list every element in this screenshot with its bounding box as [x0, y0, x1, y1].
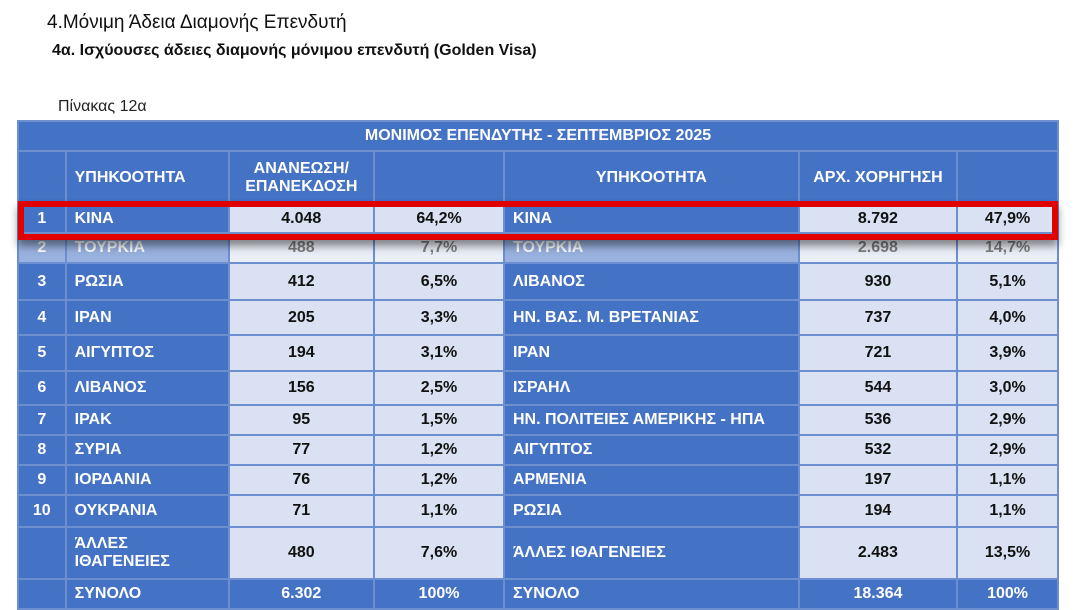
renewal-count: 412	[227, 262, 376, 301]
initial-percent: 1,1%	[956, 494, 1059, 528]
table-caption: Πίνακας 12α	[58, 98, 147, 115]
section-heading: 4.Μόνιμη Άδεια Διαμονής Επενδυτή	[47, 12, 347, 33]
initial-percent: 1,1%	[956, 464, 1059, 496]
renewal-percent: 3,3%	[373, 299, 505, 336]
header-nationality-renewal: ΥΠΗΚΟΟΤΗΤΑ	[64, 150, 230, 205]
renewal-count: 156	[227, 370, 376, 406]
highlight-box	[18, 201, 1058, 240]
rank: 7	[17, 404, 67, 436]
rank: 6	[17, 370, 67, 406]
header-renewal: ΑΝΑΝΕΩΣΗ/ΕΠΑΝΕΚΔΟΣΗ	[227, 150, 376, 205]
others-line2: ΙΘΑΓΕΝΕΙΕΣ	[74, 553, 170, 570]
nationality-initial: ΑΙΓΥΠΤΟΣ	[502, 434, 800, 466]
total-initial: 18.364	[797, 578, 959, 610]
renewal-percent: 1,1%	[373, 494, 505, 528]
nationality-initial: ΆΛΛΕΣ ΙΘΑΓΕΝΕΙΕΣ	[502, 526, 800, 580]
initial-percent: 2,9%	[956, 404, 1059, 436]
initial-count: 536	[797, 404, 959, 436]
initial-percent: 4,0%	[956, 299, 1059, 336]
nationality-initial: ΙΡΑΝ	[502, 334, 800, 372]
renewal-percent: 6,5%	[373, 262, 505, 301]
total-renewal: 6.302	[227, 578, 376, 610]
rank: 4	[17, 299, 67, 336]
rank: 1	[17, 203, 67, 234]
initial-count: 721	[797, 334, 959, 372]
nationality: ΣΥΡΙΑ	[64, 434, 230, 466]
table-row: 6 ΛΙΒΑΝΟΣ 156 2,5% ΙΣΡΑΗΛ 544 3,0%	[17, 370, 1059, 406]
renewal-percent: 3,1%	[373, 334, 505, 372]
initial-percent: 5,1%	[956, 262, 1059, 301]
nationality: ΙΡΑΚ	[64, 404, 230, 436]
renewal-count: 205	[227, 299, 376, 336]
rank: 8	[17, 434, 67, 466]
header-nationality-initial: ΥΠΗΚΟΟΤΗΤΑ	[502, 150, 800, 205]
header-renewal-line1: ΑΝΑΝΕΩΣΗ/	[253, 159, 349, 177]
subsection-heading: 4α. Ισχύουσες άδειες διαμονής μόνιμου επ…	[52, 42, 537, 59]
table-row: 10 ΟΥΚΡΑΝΙΑ 71 1,1% ΡΩΣΙΑ 194 1,1%	[17, 494, 1059, 528]
total-row: ΣΥΝΟΛΟ 6.302 100% ΣΥΝΟΛΟ 18.364 100%	[17, 578, 1059, 610]
header-initial-grant: ΑΡΧ. ΧΟΡΗΓΗΣΗ	[797, 150, 959, 205]
renewal-count: 194	[227, 334, 376, 372]
renewal-count: 76	[227, 464, 376, 496]
header-renewal-line2: ΕΠΑΝΕΚΔΟΣΗ	[245, 177, 358, 195]
renewal-percent: 1,2%	[373, 464, 505, 496]
nationality-initial: ΡΩΣΙΑ	[502, 494, 800, 528]
initial-count: 197	[797, 464, 959, 496]
initial-percent: 47,9%	[956, 203, 1059, 234]
nationality-initial: ΗΝ. ΒΑΣ. Μ. ΒΡΕΤΑΝΙΑΣ	[502, 299, 800, 336]
nationality-initial: ΗΝ. ΠΟΛΙΤΕΙΕΣ ΑΜΕΡΙΚΗΣ - ΗΠΑ	[502, 404, 800, 436]
nationality-initial: ΑΡΜΕΝΙΑ	[502, 464, 800, 496]
nationality: ΡΩΣΙΑ	[64, 262, 230, 301]
table-title: ΜΟΝΙΜΟΣ ΕΠΕΝΔΥΤΗΣ - ΣΕΠΤΕΜΒΡΙΟΣ 2025	[17, 120, 1059, 152]
rank: 10	[17, 494, 67, 528]
table-row: 4 ΙΡΑΝ 205 3,3% ΗΝ. ΒΑΣ. Μ. ΒΡΕΤΑΝΙΑΣ 737 4,0%	[17, 299, 1059, 336]
nationality: ΛΙΒΑΝΟΣ	[64, 370, 230, 406]
nationality: ΙΡΑΝ	[64, 299, 230, 336]
nationality-initial: ΛΙΒΑΝΟΣ	[502, 262, 800, 301]
initial-count: 194	[797, 494, 959, 528]
total-label: ΣΥΝΟΛΟ	[64, 578, 230, 610]
total-initial-percent: 100%	[956, 578, 1059, 610]
table-row: 3 ΡΩΣΙΑ 412 6,5% ΛΙΒΑΝΟΣ 930 5,1%	[17, 262, 1059, 301]
total-label-initial: ΣΥΝΟΛΟ	[502, 578, 800, 610]
renewal-count: 480	[227, 526, 376, 580]
renewal-percent: 7,6%	[373, 526, 505, 580]
renewal-percent: 1,2%	[373, 434, 505, 466]
renewal-percent: 1,5%	[373, 404, 505, 436]
rank: 9	[17, 464, 67, 496]
total-renewal-percent: 100%	[373, 578, 505, 610]
initial-percent: 3,9%	[956, 334, 1059, 372]
nationality: ΟΥΚΡΑΝΙΑ	[64, 494, 230, 528]
header-row: ΥΠΗΚΟΟΤΗΤΑ ΑΝΑΝΕΩΣΗ/ΕΠΑΝΕΚΔΟΣΗ ΥΠΗΚΟΟΤΗΤ…	[17, 150, 1059, 205]
table-row: 5 ΑΙΓΥΠΤΟΣ 194 3,1% ΙΡΑΝ 721 3,9%	[17, 334, 1059, 372]
renewal-count: 4.048	[227, 203, 376, 234]
initial-count: 532	[797, 434, 959, 466]
initial-percent: 2,9%	[956, 434, 1059, 466]
others-line1: ΆΛΛΕΣ	[74, 535, 128, 552]
table-row: 7 ΙΡΑΚ 95 1,5% ΗΝ. ΠΟΛΙΤΕΙΕΣ ΑΜΕΡΙΚΗΣ - ΗΠΑ 5…	[17, 404, 1059, 436]
nationality: ΙΟΡΔΑΝΙΑ	[64, 464, 230, 496]
initial-count: 930	[797, 262, 959, 301]
rank: 3	[17, 262, 67, 301]
initial-percent: 13,5%	[956, 526, 1059, 580]
nationality: ΚΙΝΑ	[64, 203, 230, 234]
renewal-count: 71	[227, 494, 376, 528]
rank: 5	[17, 334, 67, 372]
initial-count: 544	[797, 370, 959, 406]
initial-count: 737	[797, 299, 959, 336]
others-label: ΆΛΛΕΣ ΙΘΑΓΕΝΕΙΕΣ	[64, 526, 230, 580]
nationality: ΑΙΓΥΠΤΟΣ	[64, 334, 230, 372]
initial-count: 2.483	[797, 526, 959, 580]
others-row: ΆΛΛΕΣ ΙΘΑΓΕΝΕΙΕΣ 480 7,6% ΆΛΛΕΣ ΙΘΑΓΕΝΕΙΕΣ 2.…	[17, 526, 1059, 580]
table-row: 8 ΣΥΡΙΑ 77 1,2% ΑΙΓΥΠΤΟΣ 532 2,9%	[17, 434, 1059, 466]
nationality-initial: ΙΣΡΑΗΛ	[502, 370, 800, 406]
investor-permits-table: ΜΟΝΙΜΟΣ ΕΠΕΝΔΥΤΗΣ - ΣΕΠΤΕΜΒΡΙΟΣ 2025 ΥΠΗ…	[17, 120, 1059, 610]
renewal-count: 95	[227, 404, 376, 436]
renewal-percent: 2,5%	[373, 370, 505, 406]
table-row: 9 ΙΟΡΔΑΝΙΑ 76 1,2% ΑΡΜΕΝΙΑ 197 1,1%	[17, 464, 1059, 496]
renewal-count: 77	[227, 434, 376, 466]
initial-percent: 3,0%	[956, 370, 1059, 406]
